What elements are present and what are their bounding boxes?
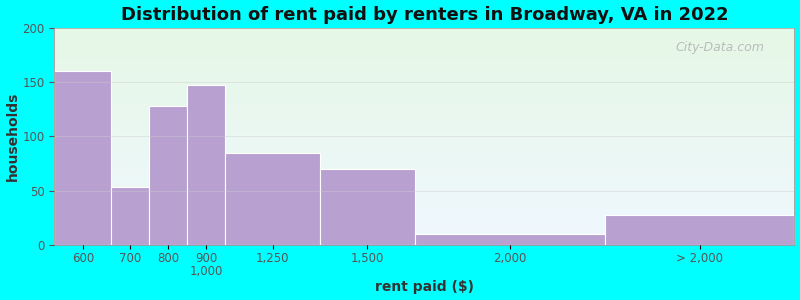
Bar — [415, 234, 605, 245]
Bar — [225, 153, 320, 245]
Text: City-Data.com: City-Data.com — [676, 41, 765, 54]
Bar — [149, 106, 187, 245]
Bar — [605, 215, 794, 245]
X-axis label: rent paid ($): rent paid ($) — [375, 280, 474, 294]
Bar — [320, 169, 415, 245]
Title: Distribution of rent paid by renters in Broadway, VA in 2022: Distribution of rent paid by renters in … — [121, 6, 728, 24]
Bar — [187, 85, 225, 245]
Y-axis label: households: households — [6, 92, 19, 181]
Bar — [111, 187, 149, 245]
Bar — [54, 71, 111, 245]
